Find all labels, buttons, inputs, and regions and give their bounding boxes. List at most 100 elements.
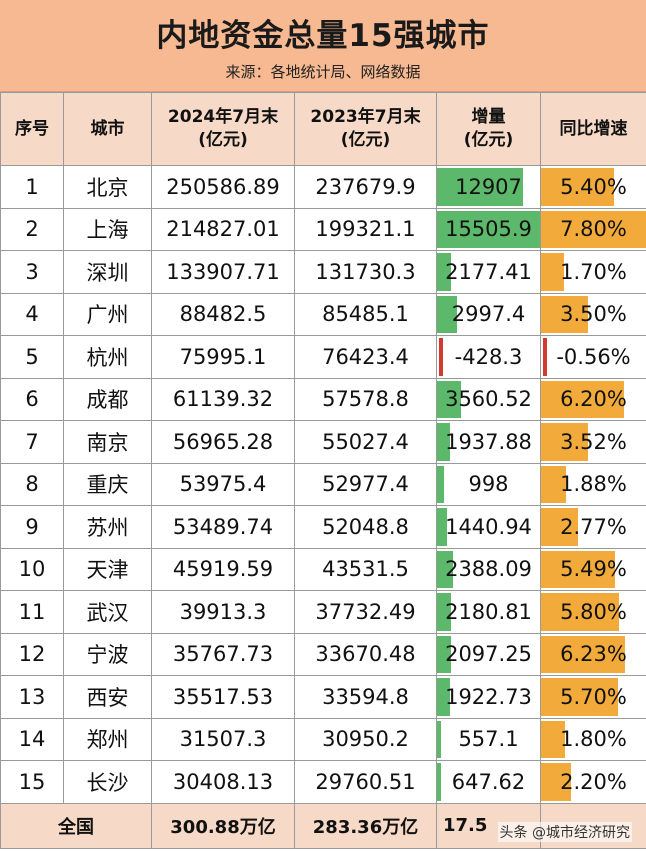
bar-value-label: 2180.81 <box>445 599 532 624</box>
data-bar <box>437 635 451 673</box>
bar-value-label: 3.52% <box>560 429 627 454</box>
cell-rank: 10 <box>0 547 64 591</box>
cell-2024: 30408.13 <box>151 760 295 804</box>
data-bar <box>541 295 589 333</box>
cell-2024: 61139.32 <box>151 377 295 421</box>
bar-value-label: 1.80% <box>560 727 627 752</box>
bar-value-label: 2997.4 <box>451 302 526 327</box>
header-growth: 同比增速 <box>540 92 646 166</box>
bar-value-label: 1.88% <box>560 472 627 497</box>
header-rank: 序号 <box>0 92 64 166</box>
cell-2023: 57578.8 <box>294 377 437 421</box>
table-row: 8 重庆 53975.4 52977.4 998 1.88% <box>0 462 646 506</box>
bar-value-label: 3.50% <box>560 302 627 327</box>
data-bar <box>541 763 571 801</box>
cell-2024: 250586.89 <box>151 165 295 209</box>
data-bar <box>437 380 461 418</box>
header-2023-label: 2023年7月末 (亿元) <box>310 107 421 150</box>
header-increase-label: 增量 (亿元) <box>463 107 514 150</box>
data-bar <box>437 295 457 333</box>
header-2024-label: 2024年7月末 (亿元) <box>167 107 279 150</box>
bar-value-label: 2177.41 <box>445 259 532 284</box>
source-note: 来源：各地统计局、网络数据 <box>225 63 421 81</box>
cell-city: 长沙 <box>63 760 152 804</box>
cell-rank: 9 <box>0 505 64 549</box>
table-row: 2 上海 214827.01 199321.1 15505.9 7.80% <box>0 207 646 251</box>
cell-rank: 3 <box>0 250 64 294</box>
title-banner: 内地资金总量15强城市 来源：各地统计局、网络数据 <box>0 0 646 92</box>
cell-city: 郑州 <box>63 717 152 761</box>
cell-increase: 2180.81 <box>436 590 541 634</box>
cell-2023: 37732.49 <box>294 590 437 634</box>
cell-2024: 88482.5 <box>151 292 295 336</box>
cell-rank: 8 <box>0 462 64 506</box>
header-city-label: 城市 <box>90 118 125 139</box>
cell-city: 西安 <box>63 675 152 719</box>
cell-2024: 39913.3 <box>151 590 295 634</box>
cell-2023: 131730.3 <box>294 250 437 294</box>
bar-value-label: 5.40% <box>560 174 627 199</box>
bar-value-label: 1.70% <box>560 259 627 284</box>
cell-city: 上海 <box>63 207 152 251</box>
cell-increase: 15505.9 <box>436 207 541 251</box>
cell-2023: 33670.48 <box>294 632 437 676</box>
bar-value-label: 2097.25 <box>445 642 532 667</box>
table-row: 7 南京 56965.28 55027.4 1937.88 3.52% <box>0 420 646 464</box>
cell-2023: 30950.2 <box>294 717 437 761</box>
cell-2023: 52048.8 <box>294 505 437 549</box>
data-bar <box>437 423 450 461</box>
cell-2024: 53489.74 <box>151 505 295 549</box>
cell-growth: 6.23% <box>540 632 646 676</box>
data-bar <box>541 253 564 291</box>
cell-2024: 56965.28 <box>151 420 295 464</box>
watermark: 头条 @城市经济研究 <box>497 822 632 842</box>
cell-2023: 29760.51 <box>294 760 437 804</box>
data-bar <box>437 720 441 758</box>
cell-city: 武汉 <box>63 590 152 634</box>
cell-growth: -0.56% <box>540 335 646 379</box>
table-row: 5 杭州 75995.1 76423.4 -428.3 -0.56% <box>0 335 646 379</box>
cell-rank: 5 <box>0 335 64 379</box>
bar-value-label: 3560.52 <box>445 387 532 412</box>
table-row: 13 西安 35517.53 33594.8 1922.73 5.70% <box>0 675 646 719</box>
cell-city: 北京 <box>63 165 152 209</box>
bar-value-label: 1922.73 <box>445 684 532 709</box>
table-row: 1 北京 250586.89 237679.9 12907 5.40% <box>0 165 646 209</box>
cell-2023: 199321.1 <box>294 207 437 251</box>
cell-rank: 6 <box>0 377 64 421</box>
bar-value-label: 5.80% <box>560 599 627 624</box>
total-row: 全国 300.88万亿 283.36万亿 17.5 <box>0 802 646 849</box>
bar-value-label: 2388.09 <box>445 557 532 582</box>
header-growth-label: 同比增速 <box>559 118 628 139</box>
cell-city: 宁波 <box>63 632 152 676</box>
data-bar <box>541 678 618 716</box>
data-bar <box>541 380 625 418</box>
table-row: 6 成都 61139.32 57578.8 3560.52 6.20% <box>0 377 646 421</box>
cell-2023: 33594.8 <box>294 675 437 719</box>
cell-2024: 75995.1 <box>151 335 295 379</box>
bar-value-label: 6.23% <box>560 642 627 667</box>
cell-rank: 12 <box>0 632 64 676</box>
cell-2024: 35517.53 <box>151 675 295 719</box>
cell-city: 深圳 <box>63 250 152 294</box>
bar-value-label: -0.56% <box>556 344 631 369</box>
bar-value-label: 6.20% <box>560 387 627 412</box>
cell-rank: 14 <box>0 717 64 761</box>
table-body: 1 北京 250586.89 237679.9 12907 5.40% 2 上海 214827.… <box>0 165 646 804</box>
cell-rank: 13 <box>0 675 64 719</box>
header-increase: 增量 (亿元) <box>436 92 541 166</box>
data-bar <box>541 550 615 588</box>
table-row: 9 苏州 53489.74 52048.8 1440.94 2.77% <box>0 505 646 549</box>
bar-value-label: 15505.9 <box>445 217 532 242</box>
cell-increase: 2997.4 <box>436 292 541 336</box>
page-title: 内地资金总量15强城市 <box>156 18 490 54</box>
cell-2024: 45919.59 <box>151 547 295 591</box>
table-header-row: 序号 城市 2024年7月末 (亿元) 2023年7月末 (亿元) 增量 (亿元… <box>0 92 646 166</box>
cell-2023: 237679.9 <box>294 165 437 209</box>
total-2024: 300.88万亿 <box>151 802 295 849</box>
cell-rank: 4 <box>0 292 64 336</box>
cell-city: 重庆 <box>63 462 152 506</box>
cell-increase: 1922.73 <box>436 675 541 719</box>
cell-city: 苏州 <box>63 505 152 549</box>
cell-city: 天津 <box>63 547 152 591</box>
